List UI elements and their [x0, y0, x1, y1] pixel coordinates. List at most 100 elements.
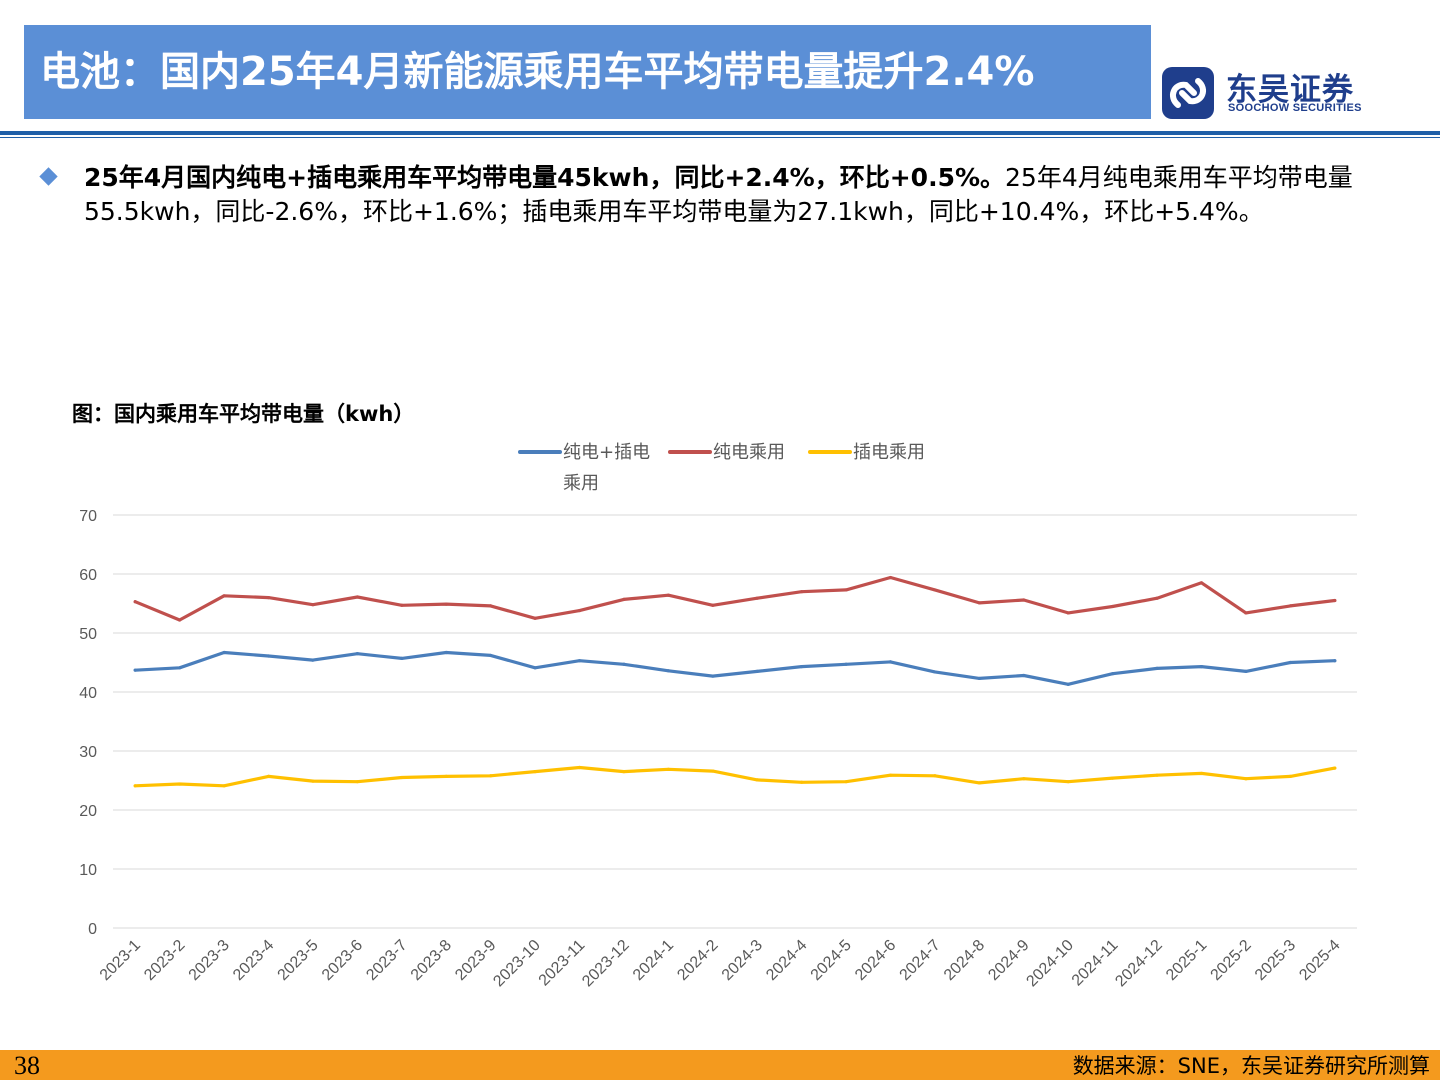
legend-label: 纯电乘用	[713, 442, 785, 463]
x-tick-label: 2024-6	[852, 937, 899, 984]
company-name-cn: 东吴证券	[1226, 72, 1354, 108]
x-tick-label: 2025-1	[1163, 937, 1210, 984]
x-tick-label: 2023-11	[536, 937, 589, 990]
x-tick-label: 2023-3	[186, 937, 233, 984]
x-tick-label: 2024-10	[1024, 937, 1078, 991]
x-tick-label: 2024-3	[719, 937, 766, 984]
x-tick-label: 2024-12	[1112, 937, 1166, 991]
data-source-note: 数据来源：SNE，东吴证券研究所测算	[1072, 1054, 1430, 1078]
x-tick-label: 2023-7	[363, 937, 410, 984]
data-point	[1022, 598, 1026, 602]
data-point	[1199, 581, 1204, 585]
data-point	[311, 658, 315, 662]
header-rule-thin	[0, 137, 1440, 138]
x-tick-label: 2023-1	[97, 937, 144, 984]
y-tick-label: 30	[79, 744, 97, 761]
data-point	[489, 774, 493, 778]
data-point	[444, 602, 448, 606]
x-tick-label: 2024-4	[763, 937, 810, 984]
x-tick-label: 2024-2	[674, 937, 721, 984]
data-point	[844, 780, 848, 784]
data-point	[800, 590, 804, 594]
data-point	[489, 604, 493, 608]
data-point	[666, 669, 670, 673]
page-number: 38	[14, 1051, 40, 1080]
series-line-2	[133, 575, 1337, 622]
data-point	[1199, 665, 1204, 669]
x-tick-label: 2023-12	[579, 937, 633, 991]
data-point	[1066, 682, 1070, 686]
data-point	[355, 780, 359, 784]
y-tick-label: 10	[79, 862, 97, 879]
data-point	[711, 769, 715, 773]
summary-bold-text: 25年4月国内纯电+插电乘用车平均带电量45kwh，同比+2.4%，环比+0.5…	[84, 163, 1006, 192]
series-line-1	[133, 650, 1337, 686]
footer-bar: 38 数据来源：SNE，东吴证券研究所测算	[0, 1050, 1440, 1080]
y-tick-label: 0	[88, 921, 97, 938]
data-point	[1155, 773, 1159, 777]
data-point	[1111, 776, 1115, 780]
data-point	[1066, 780, 1070, 784]
data-point	[977, 601, 981, 605]
data-point	[222, 650, 226, 655]
data-point	[133, 668, 137, 672]
data-point	[844, 662, 848, 666]
chart-title: 图：国内乘用车平均带电量（kwh）	[72, 402, 415, 426]
data-point	[489, 653, 493, 658]
data-point	[355, 595, 359, 599]
data-point	[577, 765, 582, 770]
data-point	[755, 669, 759, 673]
summary-text: 25年4月纯电乘用车平均带电量55.5kwh，同比-2.6%，环比+1.6%；插…	[84, 163, 1353, 226]
y-tick-label: 60	[79, 567, 97, 584]
data-point	[666, 767, 670, 771]
x-tick-label: 2024-8	[941, 937, 988, 984]
x-tick-label: 2023-10	[490, 937, 544, 991]
data-point	[933, 774, 937, 778]
company-logo: 东吴证券 SOOCHOW SECURITIES	[1160, 62, 1380, 122]
data-point	[1155, 666, 1159, 671]
data-point	[533, 770, 537, 774]
data-point	[933, 588, 937, 592]
data-point	[400, 656, 404, 660]
x-tick-label: 2023-2	[141, 937, 188, 984]
data-point	[400, 603, 404, 607]
data-point	[1244, 611, 1248, 615]
x-tick-label: 2023-5	[275, 937, 322, 984]
data-point	[1288, 774, 1292, 778]
data-point	[800, 665, 804, 669]
data-point	[1066, 611, 1070, 615]
series-line-3	[133, 765, 1337, 788]
data-point	[533, 616, 537, 620]
data-point	[977, 676, 981, 681]
data-point	[311, 779, 315, 783]
data-point	[222, 784, 226, 788]
data-point	[577, 608, 582, 613]
header-bar: 电池：国内25年4月新能源乘用车平均带电量提升2.4%	[24, 25, 1151, 119]
x-tick-label: 2025-3	[1252, 937, 1299, 984]
data-point	[844, 588, 848, 592]
data-point	[266, 654, 271, 658]
data-point	[533, 666, 537, 670]
data-point	[666, 593, 670, 597]
data-point	[933, 670, 937, 674]
data-point	[266, 596, 271, 600]
data-point	[1022, 777, 1026, 781]
data-point	[622, 662, 626, 666]
data-point	[1022, 673, 1026, 678]
data-point	[977, 781, 981, 785]
data-point	[755, 778, 759, 782]
data-point	[1199, 771, 1204, 776]
data-point	[311, 603, 315, 607]
data-point	[1155, 596, 1159, 600]
header-rule-thick	[0, 131, 1440, 135]
data-point	[888, 660, 893, 664]
data-point	[178, 666, 182, 670]
x-tick-label: 2024-1	[630, 937, 677, 984]
company-name-en: SOOCHOW SECURITIES	[1228, 102, 1362, 114]
data-point	[1288, 604, 1292, 608]
data-point	[178, 618, 182, 622]
data-point	[577, 659, 582, 663]
data-point	[133, 784, 137, 788]
x-tick-label: 2024-5	[808, 937, 855, 984]
